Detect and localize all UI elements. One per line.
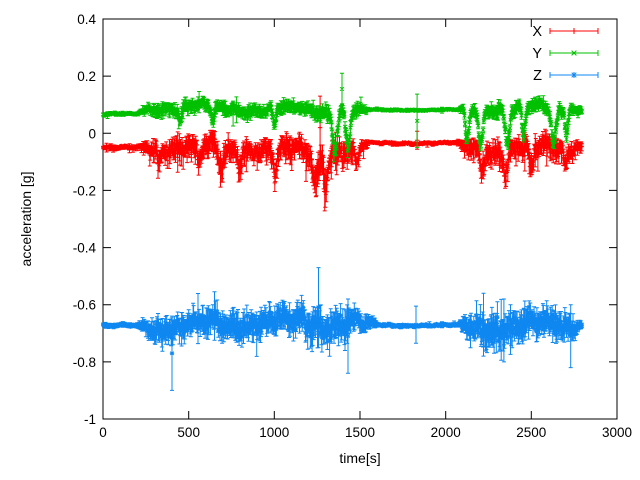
- series-x-markers: [101, 125, 584, 195]
- legend-label-x: X: [532, 24, 542, 40]
- y-tick-label: -0.6: [73, 298, 96, 313]
- x-tick-label: 2500: [516, 425, 546, 440]
- x-tick-label: 1500: [345, 425, 375, 440]
- legend-star-errorbar-icon: [549, 72, 599, 78]
- legend-cross-errorbar-icon: [549, 50, 599, 56]
- plot-generated-content: 0 500 1000 1500 2000 2500 3000 0.4 0.2 0 -0.2 -0.4 -…: [73, 12, 632, 440]
- y-tick-label: 0.2: [77, 69, 96, 84]
- y-tick-label: -0.8: [73, 355, 96, 370]
- series-y-markers: [101, 86, 584, 156]
- x-tick-label: 500: [177, 425, 200, 440]
- x-tick-label: 3000: [602, 425, 632, 440]
- y-tick-label: -0.2: [73, 183, 96, 198]
- y-tick-label: 0.4: [77, 12, 96, 27]
- x-tick-label: 2000: [431, 425, 461, 440]
- legend-label-z: Z: [533, 68, 542, 84]
- y-axis-label: acceleration [g]: [18, 172, 34, 267]
- x-axis-label: time[s]: [339, 450, 380, 466]
- y-tick-label: 0: [88, 126, 96, 141]
- y-tick-label: -0.4: [73, 241, 97, 256]
- legend-plus-errorbar-icon: [549, 28, 599, 34]
- legend-label-y: Y: [532, 46, 542, 62]
- y-tick-label: -1: [84, 412, 96, 427]
- x-tick-label: 0: [99, 425, 107, 440]
- series-z-markers: [101, 304, 584, 356]
- x-tick-label: 1000: [259, 425, 289, 440]
